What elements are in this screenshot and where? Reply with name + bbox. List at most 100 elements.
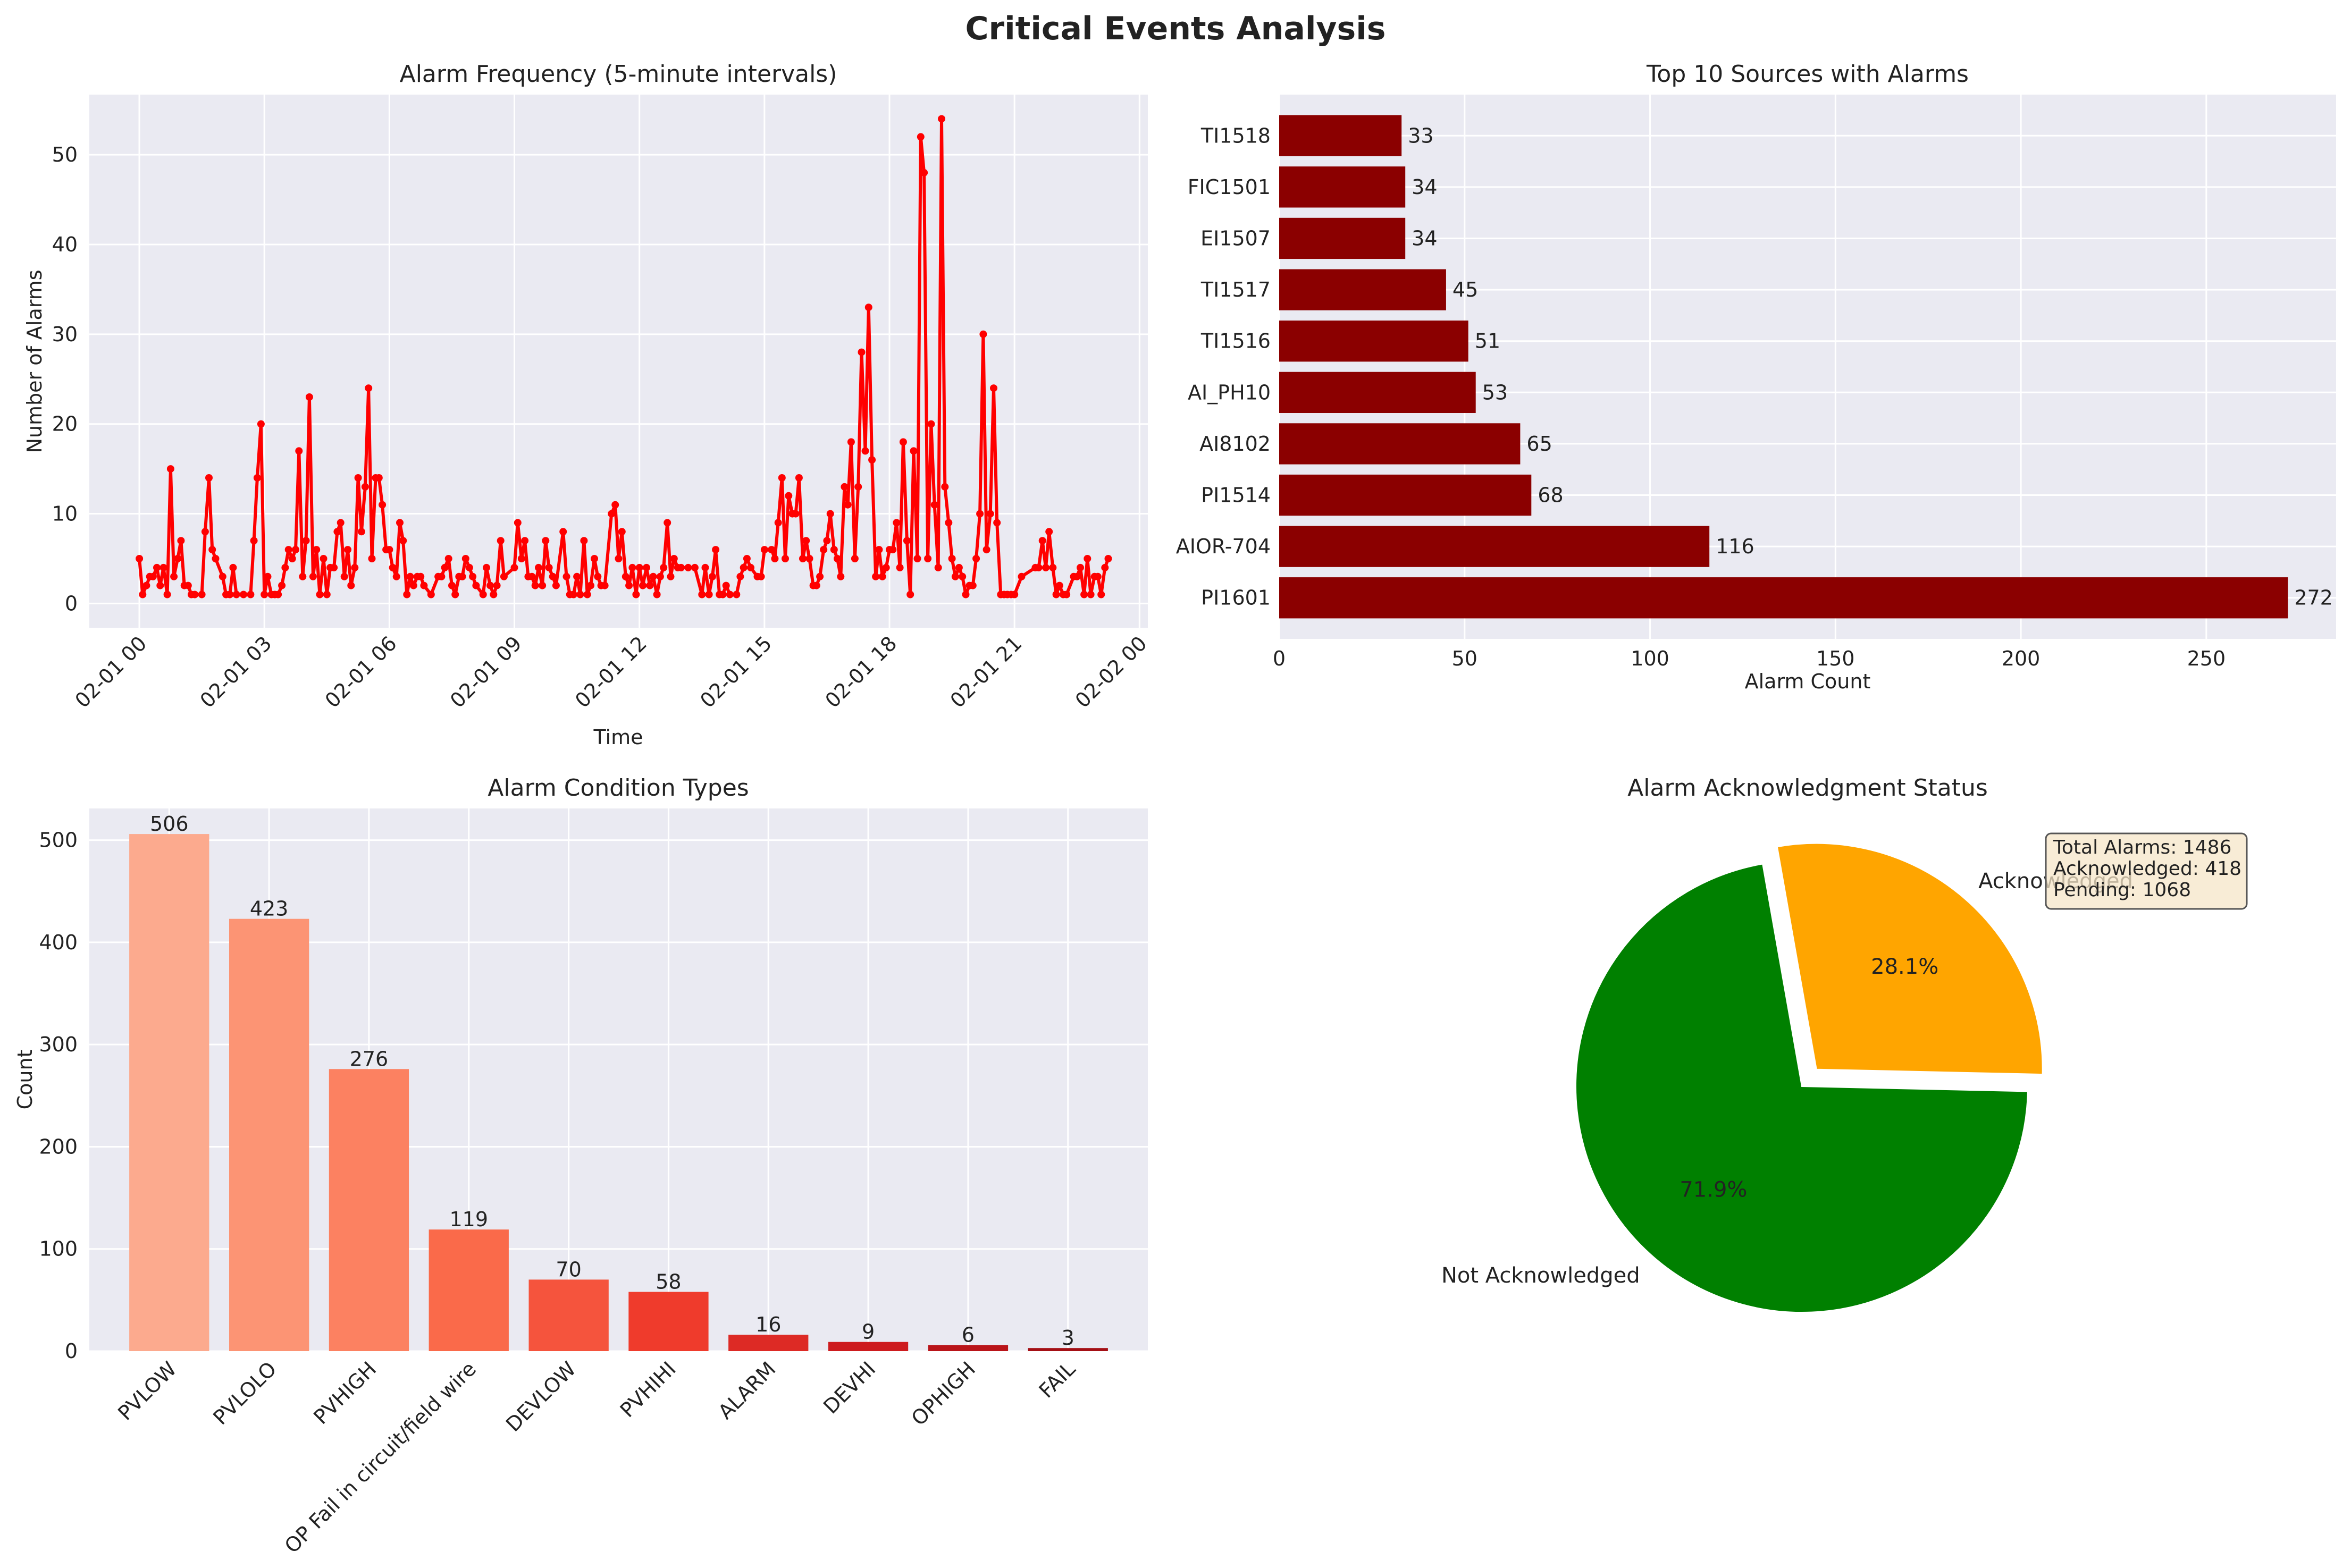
source-label: AIOR-704 [1176, 535, 1271, 558]
pie-chart-panel: 28.1%Acknowledged71.9%Not Acknowledged A… [1441, 774, 2248, 1313]
line-point [812, 581, 820, 589]
line-point [1042, 563, 1049, 571]
line-point [493, 581, 501, 589]
line-point [684, 563, 692, 571]
line-point [743, 555, 751, 562]
pie-slice-label: Not Acknowledged [1441, 1263, 1640, 1288]
source-bar [1279, 423, 1521, 465]
line-point [834, 555, 841, 562]
hbar-chart-xtick-label: 100 [1631, 647, 1669, 670]
line-point [816, 572, 824, 580]
line-point [643, 563, 650, 571]
pie-slice [1776, 842, 2043, 1075]
source-bar [1279, 526, 1710, 567]
line-point [934, 563, 942, 571]
line-point [625, 581, 633, 589]
line-point [778, 474, 786, 482]
line-point [868, 456, 876, 464]
line-point [208, 546, 216, 554]
line-point [823, 537, 831, 545]
hbar-chart-panel: 33 34 34 45 51 53 65 68 116 272 0 50 100 150 200 250 TI… [1176, 61, 2336, 693]
vbar-chart-ytick-label: 100 [39, 1237, 78, 1261]
vbar-chart-ytick-label: 200 [39, 1135, 78, 1158]
line-point [993, 519, 1001, 527]
line-point [962, 591, 970, 598]
line-point [615, 555, 623, 562]
line-point [385, 546, 393, 554]
source-label: TI1516 [1200, 330, 1271, 353]
line-point [264, 572, 272, 580]
line-point [795, 474, 803, 482]
line-point [1018, 572, 1026, 580]
line-point [170, 572, 178, 580]
line-point [979, 330, 987, 338]
line-point [389, 563, 397, 571]
line-point [361, 483, 369, 491]
condition-bar-value: 3 [1062, 1326, 1074, 1350]
line-point [1063, 591, 1071, 598]
line-point [903, 537, 911, 545]
info-pending: Pending: 1068 [2053, 879, 2191, 901]
line-point [851, 555, 859, 562]
line-point [438, 572, 446, 580]
hbar-chart-xtick-label: 50 [1452, 647, 1477, 670]
line-point [403, 591, 411, 598]
pie-chart-title: Alarm Acknowledgment Status [1627, 774, 1988, 802]
line-point [913, 555, 921, 562]
info-total-alarms: Total Alarms: 1486 [2053, 837, 2231, 858]
line-point [159, 563, 167, 571]
condition-bar [528, 1279, 609, 1351]
line-point [166, 465, 174, 473]
condition-bar [828, 1342, 909, 1351]
line-point [660, 563, 668, 571]
line-chart-marks [136, 115, 1112, 598]
line-point [1097, 591, 1105, 598]
condition-bar-value: 58 [656, 1270, 681, 1293]
line-chart-ytick-label: 0 [65, 592, 78, 615]
line-point [163, 591, 171, 598]
line-point [938, 115, 945, 123]
line-point [924, 555, 932, 562]
line-point [583, 591, 591, 598]
line-point [313, 546, 321, 554]
line-point [562, 572, 570, 580]
line-point [959, 572, 967, 580]
line-point [191, 591, 199, 598]
line-point [861, 447, 869, 455]
condition-bar-value: 9 [862, 1320, 875, 1344]
line-point [1077, 563, 1084, 571]
line-point [354, 474, 362, 482]
line-point [1038, 537, 1046, 545]
source-bar-value: 53 [1482, 381, 1508, 404]
line-point [1101, 563, 1109, 571]
line-point [1084, 555, 1091, 562]
line-point [261, 591, 268, 598]
source-bar-value: 34 [1412, 175, 1437, 199]
line-point [1094, 572, 1102, 580]
source-label: TI1517 [1200, 278, 1271, 301]
condition-bar [1028, 1348, 1108, 1351]
line-point [219, 572, 226, 580]
line-point [708, 572, 716, 580]
line-point [893, 519, 901, 527]
line-point [1035, 563, 1043, 571]
line-point [986, 510, 994, 518]
line-point [247, 591, 255, 598]
line-point [760, 546, 768, 554]
line-point [461, 555, 469, 562]
line-point [184, 581, 192, 589]
source-bar [1279, 372, 1476, 413]
line-point [792, 510, 800, 518]
line-point [622, 572, 629, 580]
line-point [785, 492, 793, 500]
line-point [664, 519, 671, 527]
vbar-chart-ytick-label: 400 [39, 931, 78, 954]
vbar-chart-ytick-label: 0 [65, 1339, 78, 1363]
hbar-chart-xlabel: Alarm Count [1745, 670, 1871, 693]
line-chart-ytick-label: 30 [52, 323, 78, 346]
line-point [864, 304, 872, 311]
source-bar-value: 68 [1538, 484, 1563, 507]
line-point [632, 591, 640, 598]
